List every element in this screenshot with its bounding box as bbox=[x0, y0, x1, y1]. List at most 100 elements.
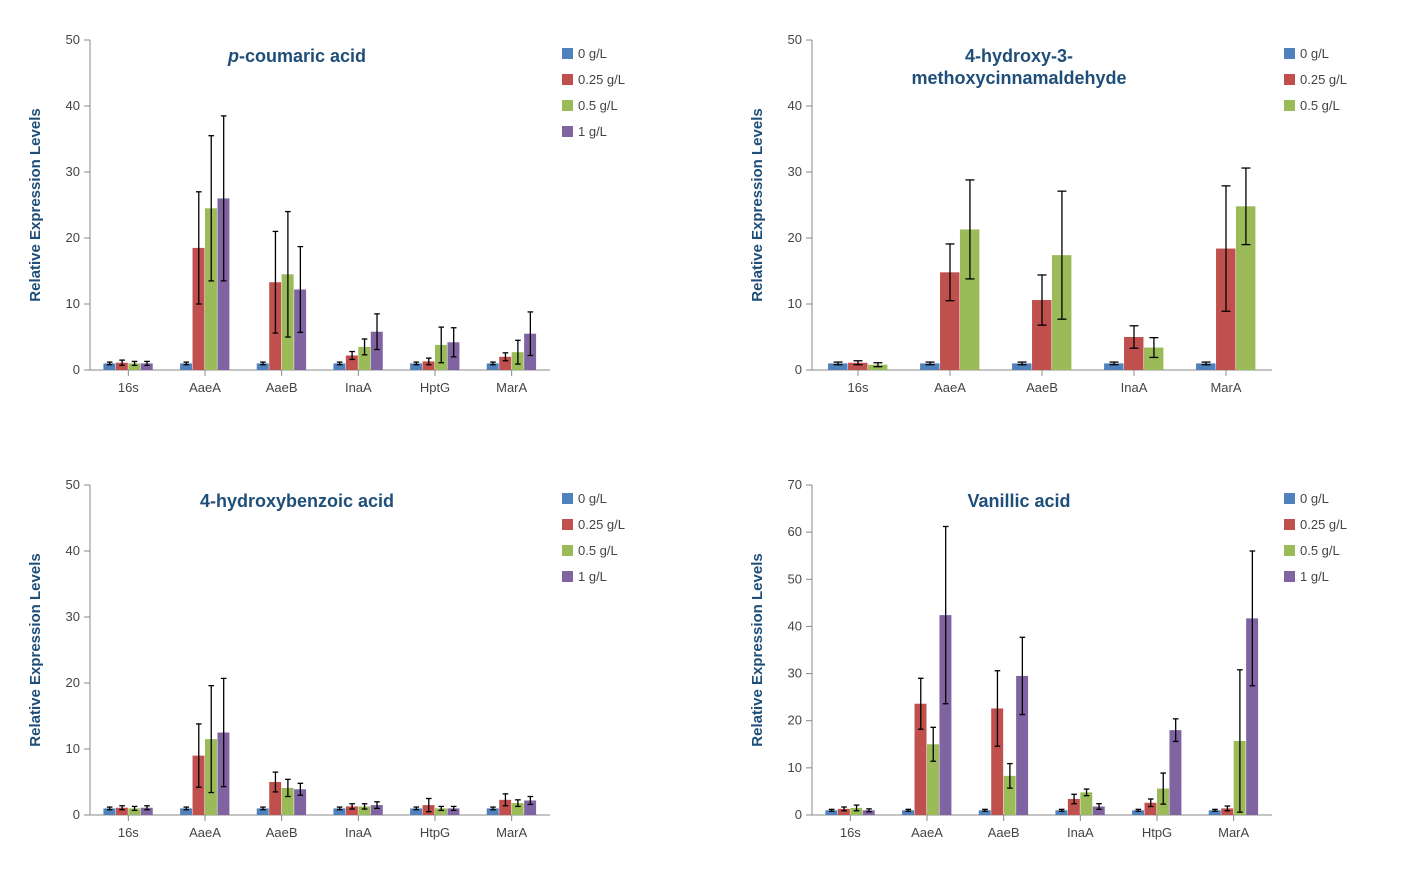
legend-swatch bbox=[562, 126, 573, 137]
legend-swatch bbox=[562, 519, 573, 530]
category-label: MarA bbox=[1210, 380, 1241, 395]
legend-label: 1 g/L bbox=[578, 569, 607, 584]
ytick-label: 30 bbox=[788, 164, 802, 179]
chart-title: 4-hydroxybenzoic acid bbox=[200, 491, 394, 511]
legend-label: 0.5 g/L bbox=[578, 543, 618, 558]
category-label: AaeA bbox=[911, 825, 943, 840]
chart-grid: 0 10 20 30 40 50 Relative Expression Levels 16s… bbox=[20, 20, 1404, 869]
category-label: HptG bbox=[420, 380, 450, 395]
legend-label: 0.25 g/L bbox=[1300, 517, 1347, 532]
legend: 0 g/L 0.25 g/L 0.5 g/L 1 g/L bbox=[562, 46, 625, 139]
legend: 0 g/L 0.25 g/L 0.5 g/L 1 g/L bbox=[562, 491, 625, 584]
category-label: 16s bbox=[840, 825, 861, 840]
y-axis-label: Relative Expression Levels bbox=[749, 553, 766, 746]
legend-swatch bbox=[562, 74, 573, 85]
svg-text:4-hydroxybenzoic acid: 4-hydroxybenzoic acid bbox=[200, 491, 394, 511]
category-label: AaeA bbox=[934, 380, 966, 395]
chart-hydroxybenzoic: 0 10 20 30 40 50 Relative Expression Levels 16s… bbox=[20, 465, 680, 865]
panel-hydroxy-methoxy: 0 10 20 30 40 50 Relative Expression Levels 16s… bbox=[742, 20, 1404, 425]
ytick-label: 30 bbox=[788, 665, 802, 680]
ytick-label: 20 bbox=[788, 230, 802, 245]
svg-text:4-hydroxy-3-: 4-hydroxy-3- bbox=[965, 46, 1073, 66]
category-label: AaeA bbox=[189, 825, 221, 840]
ytick-label: 50 bbox=[788, 571, 802, 586]
y-axis-label: Relative Expression Levels bbox=[27, 108, 44, 301]
legend-swatch bbox=[1284, 571, 1295, 582]
category-label: HtpG bbox=[420, 825, 450, 840]
category-label: MarA bbox=[496, 380, 527, 395]
panel-p-coumaric: 01020304050Relative Expression Levels16s… bbox=[20, 20, 682, 425]
svg-text:Vanillic acid: Vanillic acid bbox=[967, 491, 1070, 511]
category-label: MarA bbox=[496, 825, 527, 840]
legend-label: 0 g/L bbox=[578, 46, 607, 61]
ytick-label: 50 bbox=[66, 477, 80, 492]
legend-label: 0.5 g/L bbox=[1300, 98, 1340, 113]
chart-hydroxy-methoxy: 0 10 20 30 40 50 Relative Expression Levels 16s… bbox=[742, 20, 1402, 420]
ytick-label: 0 bbox=[795, 807, 802, 822]
category-label: AaeB bbox=[266, 825, 298, 840]
category-label: AaeB bbox=[266, 380, 298, 395]
ytick-label: 50 bbox=[788, 32, 802, 47]
ytick-label: 20 bbox=[66, 675, 80, 690]
ytick-label: 20 bbox=[788, 712, 802, 727]
ytick-label: 0 bbox=[73, 807, 80, 822]
legend-label: 0 g/L bbox=[1300, 46, 1329, 61]
panel-vanillic: 010203040506070Relative Expression Level… bbox=[742, 465, 1404, 870]
category-label: AaeB bbox=[988, 825, 1020, 840]
category-label: 16s bbox=[118, 380, 139, 395]
ytick-label: 40 bbox=[66, 543, 80, 558]
svg-text:methoxycinnamaldehyde: methoxycinnamaldehyde bbox=[911, 68, 1126, 88]
category-label: InaA bbox=[1067, 825, 1094, 840]
category-label: InaA bbox=[1121, 380, 1148, 395]
legend-swatch bbox=[562, 493, 573, 504]
category-label: HtpG bbox=[1142, 825, 1172, 840]
ytick-label: 40 bbox=[788, 618, 802, 633]
category-label: InaA bbox=[345, 380, 372, 395]
legend-swatch bbox=[1284, 74, 1295, 85]
legend-label: 0 g/L bbox=[1300, 491, 1329, 506]
ytick-label: 30 bbox=[66, 164, 80, 179]
panel-hydroxybenzoic: 0 10 20 30 40 50 Relative Expression Levels 16s… bbox=[20, 465, 682, 870]
legend-label: 0.25 g/L bbox=[578, 72, 625, 87]
ytick-label: 40 bbox=[66, 98, 80, 113]
legend-label: 0.25 g/L bbox=[578, 517, 625, 532]
legend-label: 0.5 g/L bbox=[578, 98, 618, 113]
ytick-label: 40 bbox=[788, 98, 802, 113]
legend: 0 g/L 0.25 g/L 0.5 g/L 1 g/L bbox=[1284, 491, 1347, 584]
legend-swatch bbox=[1284, 48, 1295, 59]
legend-swatch bbox=[562, 571, 573, 582]
svg-text:p-coumaric acid: p-coumaric acid bbox=[227, 46, 366, 66]
chart-vanillic: 010203040506070Relative Expression Level… bbox=[742, 465, 1402, 865]
ytick-label: 20 bbox=[66, 230, 80, 245]
legend: 0 g/L 0.25 g/L 0.5 g/L bbox=[1284, 46, 1347, 113]
category-label: InaA bbox=[345, 825, 372, 840]
chart-title: Vanillic acid bbox=[967, 491, 1070, 511]
category-label: AaeB bbox=[1026, 380, 1058, 395]
bar bbox=[1169, 730, 1181, 815]
legend-swatch bbox=[1284, 519, 1295, 530]
legend-label: 1 g/L bbox=[578, 124, 607, 139]
legend-swatch bbox=[562, 100, 573, 111]
ytick-label: 10 bbox=[66, 296, 80, 311]
ytick-label: 70 bbox=[788, 477, 802, 492]
category-label: MarA bbox=[1218, 825, 1249, 840]
ytick-label: 10 bbox=[788, 296, 802, 311]
y-axis-label: Relative Expression Levels bbox=[27, 553, 44, 746]
y-axis-label: Relative Expression Levels bbox=[749, 108, 766, 301]
legend-label: 0.5 g/L bbox=[1300, 543, 1340, 558]
category-label: AaeA bbox=[189, 380, 221, 395]
ytick-label: 0 bbox=[73, 362, 80, 377]
legend-label: 0 g/L bbox=[578, 491, 607, 506]
chart-p-coumaric: 01020304050Relative Expression Levels16s… bbox=[20, 20, 680, 420]
legend-label: 0.25 g/L bbox=[1300, 72, 1347, 87]
ytick-label: 0 bbox=[795, 362, 802, 377]
ytick-label: 10 bbox=[66, 741, 80, 756]
category-label: 16s bbox=[848, 380, 869, 395]
chart-title: 4-hydroxy-3-methoxycinnamaldehyde bbox=[911, 46, 1126, 88]
legend-swatch bbox=[1284, 545, 1295, 556]
category-label: 16s bbox=[118, 825, 139, 840]
legend-swatch bbox=[562, 545, 573, 556]
legend-label: 1 g/L bbox=[1300, 569, 1329, 584]
chart-title: p-coumaric acid bbox=[227, 46, 366, 66]
ytick-label: 30 bbox=[66, 609, 80, 624]
